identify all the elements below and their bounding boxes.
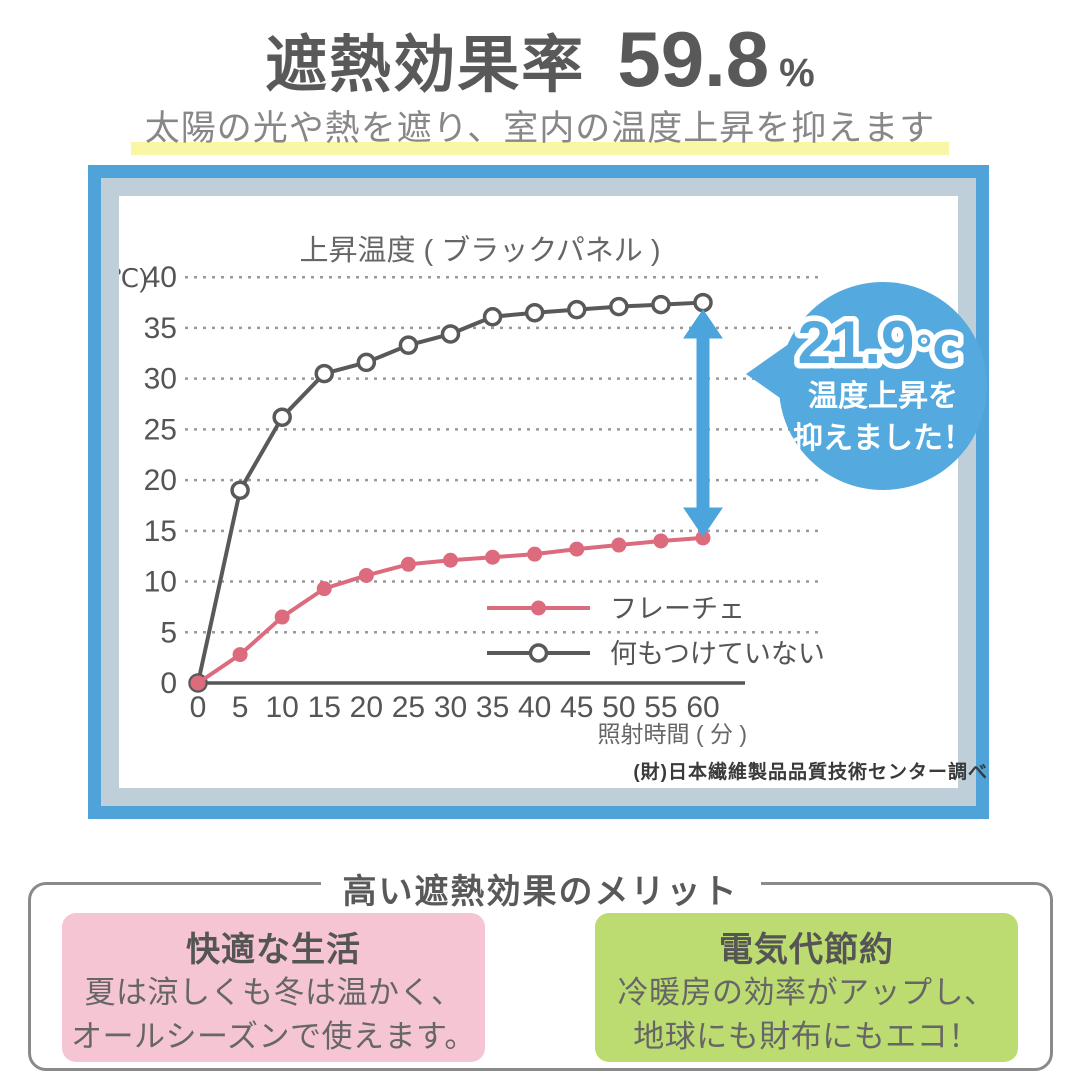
y-tick-label: 15 (144, 515, 177, 548)
chart-panel-inner: 上昇温度 ( ブラックパネル ) (℃) 0510152025303540051… (101, 178, 987, 806)
callout-line2: 抑えました！ (793, 422, 973, 455)
data-point (609, 296, 629, 317)
temperature-chart: 上昇温度 ( ブラックパネル ) (℃) 0510152025303540051… (119, 234, 987, 747)
merits-section: 高い遮熱効果のメリット 快適な生活 夏は涼しくも冬は温かく、 オールシーズンで使… (28, 864, 1053, 1071)
heat-shield-rate-value: 59.8 (617, 15, 770, 103)
data-point (527, 546, 543, 562)
series-layer (188, 292, 713, 693)
data-point (531, 600, 546, 616)
x-tick-label: 0 (190, 691, 207, 724)
x-tick-label: 20 (350, 691, 383, 724)
y-tick-label: 35 (144, 312, 177, 345)
x-tick-label: 45 (560, 691, 593, 724)
merit-box: 快適な生活 夏は涼しくも冬は温かく、 オールシーズンで使えます。 (62, 913, 485, 1062)
heat-shield-rate-label: 遮熱効果率 (265, 31, 586, 100)
data-point (528, 643, 549, 663)
data-point (232, 647, 248, 663)
data-point (485, 549, 501, 565)
data-point (569, 541, 585, 557)
page-subtitle: 太陽の光や熱を遮り、室内の温度上昇を抑えます (130, 100, 950, 155)
y-tick-label: 0 (160, 667, 177, 700)
x-tick-label: 5 (232, 691, 249, 724)
data-point (398, 335, 419, 355)
x-tick-label: 40 (518, 691, 551, 724)
data-point (524, 302, 545, 323)
data-point (190, 675, 206, 691)
merit-box-title: 快適な生活 (186, 931, 361, 969)
x-axis-label: 照射時間 ( 分 ) (598, 721, 748, 747)
difference-arrow-icon (683, 309, 723, 537)
x-tick-label: 60 (686, 691, 719, 724)
data-point (314, 363, 334, 384)
callout-bubble: 21.9℃ 温度上昇を 抑えました！ (746, 282, 987, 490)
legend-label: フレーチェ (610, 594, 745, 624)
page-title: 遮熱効果率 59.8 % (0, 14, 1080, 105)
data-point (230, 480, 250, 500)
data-point (440, 324, 461, 344)
data-point (400, 556, 416, 572)
subtitle-row: 太陽の光や熱を遮り、室内の温度上昇を抑えます (0, 100, 1080, 155)
x-tick-label: 35 (476, 691, 509, 724)
data-point (272, 407, 292, 427)
x-tick-label: 30 (434, 691, 467, 724)
data-point (695, 530, 711, 546)
callout-value-number: 21.9 (798, 309, 915, 376)
callout-value: 21.9℃ (798, 309, 961, 376)
data-point (693, 292, 713, 313)
chart-title: 上昇温度 ( ブラックパネル ) (299, 234, 660, 267)
y-tick-label: 40 (144, 261, 177, 294)
data-point (358, 567, 374, 583)
data-point (316, 581, 332, 597)
series-何もつけていない (188, 292, 713, 693)
data-point (443, 552, 458, 568)
callout-line1: 温度上昇を (808, 380, 958, 413)
legend-label: 何もつけていない (610, 639, 825, 669)
merit-box-line: 夏は涼しくも冬は温かく、 (84, 975, 463, 1010)
merit-box-line: 冷暖房の効率がアップし、 (617, 975, 996, 1010)
merit-box: 電気代節約 冷暖房の効率がアップし、 地球にも財布にもエコ！ (595, 913, 1018, 1062)
y-tick-label: 30 (144, 363, 177, 396)
x-tick-label: 25 (392, 691, 425, 724)
x-tick-label: 15 (308, 691, 341, 724)
chart-panel: 上昇温度 ( ブラックパネル ) (℃) 0510152025303540051… (88, 165, 989, 819)
y-tick-label: 10 (144, 566, 177, 599)
y-tick-label: 20 (144, 464, 177, 497)
y-tick-label: 25 (144, 413, 177, 446)
heat-shield-rate-unit: % (779, 51, 815, 95)
data-point (611, 537, 627, 553)
series-フレーチェ (190, 530, 711, 691)
x-tick-label: 50 (602, 691, 635, 724)
data-point (356, 352, 377, 373)
data-source-note: (財)日本繊維製品品質技術センター調べ (633, 762, 988, 783)
grid-layer (185, 275, 819, 634)
x-tick-label: 55 (644, 691, 677, 724)
data-point (274, 609, 290, 625)
data-point (567, 299, 587, 320)
y-axis-unit: (℃) (119, 263, 148, 293)
x-tick-label: 10 (265, 691, 298, 724)
data-point (482, 307, 503, 327)
merits-section-title: 高い遮熱効果のメリット (320, 864, 761, 913)
data-point (653, 533, 669, 549)
merit-box-title: 電気代節約 (719, 931, 894, 969)
callout-value-unit: ℃ (914, 330, 960, 372)
data-point (651, 294, 671, 315)
y-tick-label: 5 (160, 616, 177, 649)
bubble-circle-icon (779, 282, 987, 490)
merit-box-line: 地球にも財布にもエコ！ (633, 1019, 980, 1054)
merit-box-line: オールシーズンで使えます。 (71, 1019, 476, 1054)
